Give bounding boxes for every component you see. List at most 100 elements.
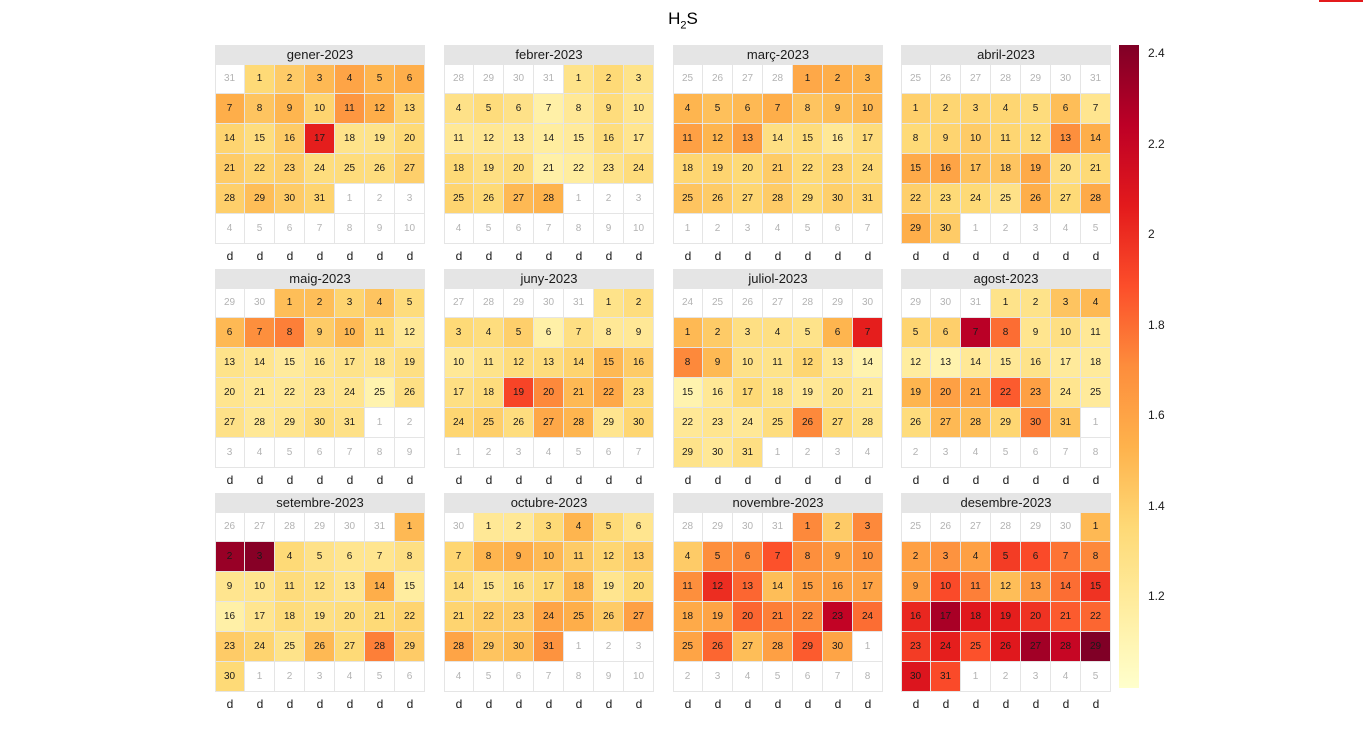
day-cell: 9 [594,94,624,124]
day-cell: 1 [564,64,594,94]
day-cell: 3 [853,512,883,542]
day-cell-outside: 2 [395,408,425,438]
day-cell-outside: 8 [365,438,395,468]
day-cell: 18 [991,154,1021,184]
weekday-label: d [1092,697,1100,711]
day-cell-outside: 5 [474,214,504,244]
day-cell: 31 [1051,408,1081,438]
day-cell: 30 [305,408,335,438]
day-cell: 14 [853,348,883,378]
day-cell-outside: 28 [991,512,1021,542]
day-cell-outside: 24 [673,288,703,318]
day-cell: 14 [215,124,245,154]
day-cell: 13 [931,348,961,378]
colorbar [1119,45,1139,688]
day-cell: 10 [335,318,365,348]
day-cell: 30 [931,214,961,244]
day-cell: 9 [504,542,534,572]
day-cell: 12 [365,94,395,124]
day-cell: 22 [1081,602,1111,632]
day-cell: 12 [703,572,733,602]
day-cell: 14 [961,348,991,378]
day-cell-outside: 6 [594,438,624,468]
day-cell-outside: 27 [961,512,991,542]
day-cell-outside: 5 [564,438,594,468]
weekday-label: d [316,249,324,263]
day-cell-outside: 7 [534,214,564,244]
day-cell-outside: 5 [991,438,1021,468]
day-cell: 20 [823,378,853,408]
weekday-label: d [226,473,234,487]
day-cell: 24 [444,408,474,438]
day-cell: 28 [365,632,395,662]
day-cell: 22 [275,378,305,408]
day-cell: 21 [444,602,474,632]
day-cell: 2 [823,64,853,94]
weekday-label: d [346,697,354,711]
day-cell-outside: 30 [504,64,534,94]
day-cell: 8 [1081,542,1111,572]
month-panel: maig-2023 29 30 1 2 3 4 5 6 7 8 9 10 11 12 13 14 15 16 17 18… [215,269,425,494]
weekday-label: d [1032,473,1040,487]
day-cell: 6 [395,64,425,94]
day-cell: 13 [823,348,853,378]
month-header: novembre-2023 [673,493,883,512]
day-cell-outside: 8 [564,662,594,692]
weekday-label: d [972,473,980,487]
day-cell: 13 [534,348,564,378]
day-cell: 27 [1051,184,1081,214]
day-cell: 18 [673,602,703,632]
weekday-label: d [804,473,812,487]
day-cell: 6 [733,94,763,124]
day-cell: 4 [673,542,703,572]
weekday-label: d [714,697,722,711]
weekday-label: d [455,249,463,263]
day-cell: 31 [534,632,564,662]
day-cell: 10 [853,94,883,124]
day-cell: 27 [1021,632,1051,662]
day-cell: 25 [275,632,305,662]
day-cell: 24 [534,602,564,632]
day-cell: 22 [245,154,275,184]
day-cell: 29 [673,438,703,468]
day-cell: 1 [793,64,823,94]
day-cell: 19 [991,602,1021,632]
day-cell-outside: 30 [245,288,275,318]
day-cell: 23 [823,602,853,632]
weekday-label: d [1062,697,1070,711]
day-cell-outside: 29 [504,288,534,318]
day-cell: 13 [733,124,763,154]
day-cell-outside: 25 [673,64,703,94]
day-cell-outside: 5 [1081,214,1111,244]
day-cell: 10 [245,572,275,602]
day-cell: 9 [275,94,305,124]
day-cell: 6 [1021,542,1051,572]
day-cell: 10 [853,542,883,572]
day-cell: 20 [733,154,763,184]
weekday-label: d [545,697,553,711]
day-cell: 5 [474,94,504,124]
weekday-label: d [744,697,752,711]
day-cell: 6 [534,318,564,348]
day-cell: 2 [275,64,305,94]
month-header: abril-2023 [901,45,1111,64]
day-cell: 2 [215,542,245,572]
day-cell: 23 [275,154,305,184]
day-cell: 8 [991,318,1021,348]
weekday-label: d [455,697,463,711]
day-cell-outside: 27 [763,288,793,318]
day-cell: 31 [335,408,365,438]
colorbar-tick-label: 1.4 [1148,498,1165,513]
day-cell: 3 [245,542,275,572]
weekday-label: d [515,473,523,487]
day-cell: 28 [564,408,594,438]
day-cell: 28 [763,184,793,214]
day-cell: 27 [823,408,853,438]
day-cell: 30 [215,662,245,692]
day-cell-outside: 2 [275,662,305,692]
weekday-label: d [714,249,722,263]
weekday-label: d [834,249,842,263]
day-cell: 4 [365,288,395,318]
